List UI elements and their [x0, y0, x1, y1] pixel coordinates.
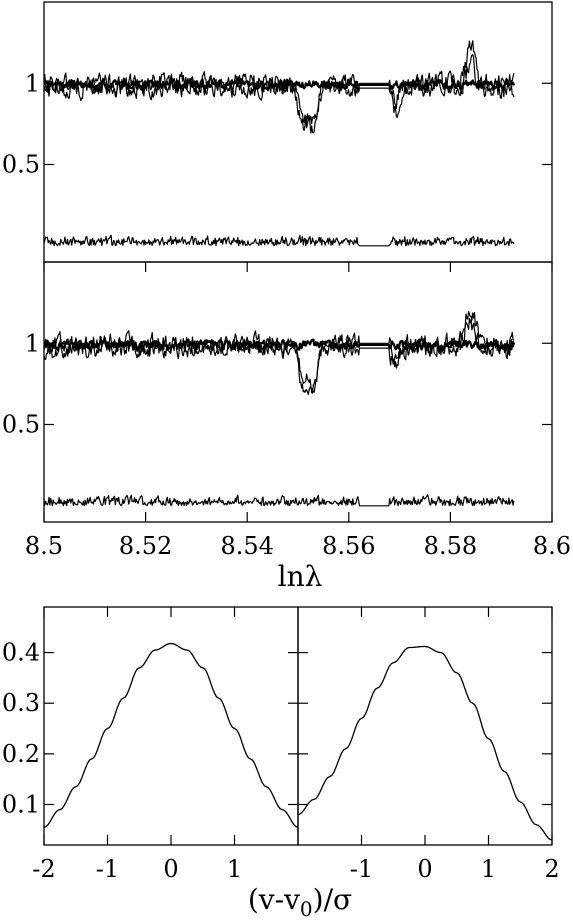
x-tick-label: 8.58 [424, 532, 477, 560]
x-tick-label: -1 [96, 855, 119, 883]
spectrum-top-panel: 0.51 [2, 1, 553, 263]
y-tick-label: 0.1 [2, 790, 40, 818]
plot-frame [43, 606, 299, 846]
series-model [43, 338, 515, 352]
x-axis-title-subscript: 0 [300, 897, 313, 921]
x-tick-label: 8.52 [119, 532, 172, 560]
x-tick-label: 8.6 [533, 532, 571, 560]
x-tick-label: 1 [227, 855, 242, 883]
x-axis-title-tail: )/σ [313, 883, 352, 916]
broadening-x-axis-title: (v-v0)/σ [248, 883, 352, 921]
x-tick-label: 1 [481, 855, 496, 883]
y-tick-label: 1 [25, 329, 40, 357]
y-tick-label: 0.5 [2, 411, 40, 439]
x-axis-title-base: (v-v [248, 883, 300, 916]
y-tick-label: 0.3 [2, 689, 40, 717]
x-tick-label: 0 [417, 855, 432, 883]
x-tick-label: 8.54 [220, 532, 273, 560]
series-residual [43, 234, 515, 247]
x-tick-label: -2 [32, 855, 55, 883]
series-profile [297, 645, 553, 841]
series-model [43, 78, 515, 91]
spectrum-bottom-panel: 0.5 1 8.5 8.52 8.54 8.56 8.58 8.6 [2, 261, 571, 560]
series-profile [43, 642, 299, 828]
plot-frame [43, 1, 553, 263]
series-observed_lower [43, 317, 515, 395]
x-tick-label: 0 [163, 855, 178, 883]
plot-frame [297, 606, 553, 846]
series-observed_lower [43, 54, 515, 134]
series-residual [43, 494, 515, 507]
spectrum-x-axis-title: lnλ [278, 560, 323, 593]
plot-frame [43, 261, 553, 523]
y-tick-label: 0.4 [2, 639, 40, 667]
y-tick-label: 0.2 [2, 740, 40, 768]
x-tick-label: 2 [544, 855, 559, 883]
x-tick-label: 8.56 [322, 532, 375, 560]
broadening-right-panel: -1 0 1 2 [297, 606, 560, 883]
x-tick-label: -1 [350, 855, 373, 883]
x-tick-label: 8.5 [25, 532, 63, 560]
y-tick-label: 0.5 [2, 151, 40, 179]
broadening-left-panel: 0.1 0.2 0.3 0.4 -2 -1 0 1 [2, 606, 299, 883]
y-tick-label: 1 [25, 69, 40, 97]
